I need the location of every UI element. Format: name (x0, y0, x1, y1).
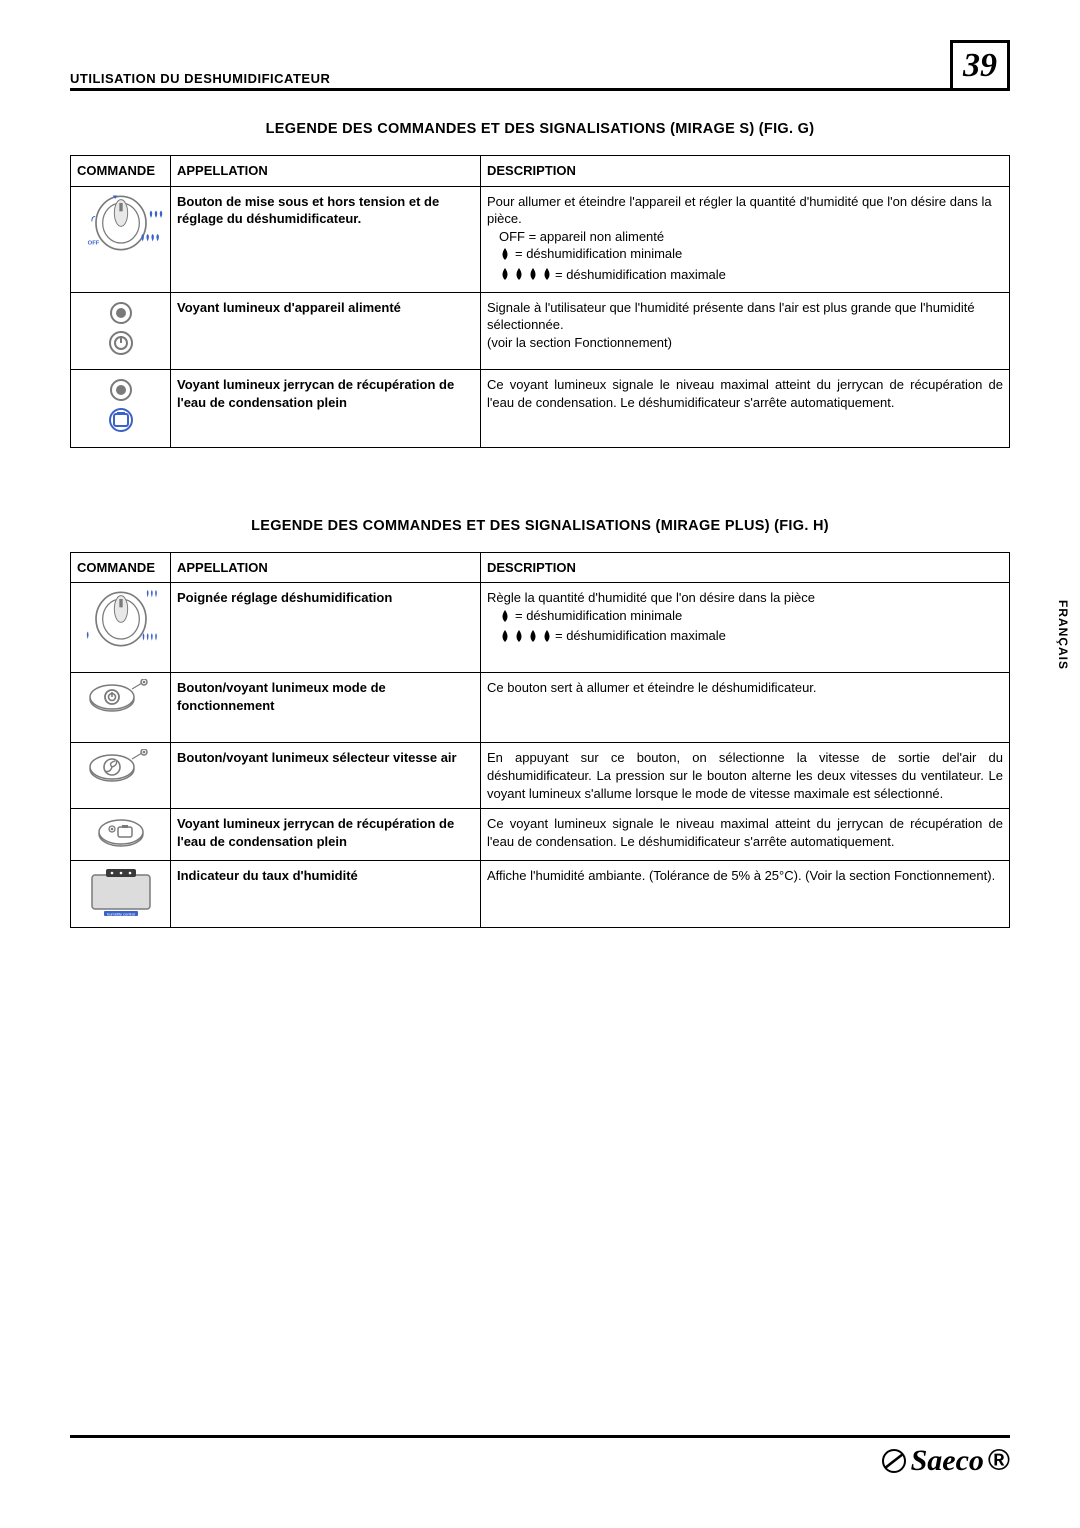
btn-power-icon (71, 673, 171, 743)
display-icon: humidity control (71, 860, 171, 928)
language-tab: FRANÇAIS (1056, 600, 1070, 670)
appellation-text: Bouton de mise sous et hors tension et d… (177, 194, 439, 227)
th-appellation: APPELLATION (171, 156, 481, 187)
appellation-text: Voyant lumineux jerrycan de récupération… (177, 377, 454, 410)
appellation-text: Indicateur du taux d'humidité (177, 868, 358, 883)
btn-fan-icon (71, 743, 171, 809)
appellation-cell: Bouton/voyant lunimeux sélecteur vitesse… (171, 743, 481, 809)
dial-plain-icon (71, 583, 171, 673)
table-row: Voyant lumineux jerrycan de récupération… (71, 370, 1010, 448)
drop-icon (527, 267, 539, 281)
appellation-text: Voyant lumineux d'appareil alimenté (177, 300, 401, 315)
th-commande: COMMANDE (71, 156, 171, 187)
page-number: 39 (950, 40, 1010, 88)
appellation-text: Bouton/voyant lunimeux mode de fonctionn… (177, 680, 386, 713)
description-cell: Ce bouton sert à allumer et éteindre le … (481, 673, 1010, 743)
desc-off: OFF = appareil non alimenté (499, 228, 664, 246)
appellation-cell: Bouton de mise sous et hors tension et d… (171, 186, 481, 292)
tank-led-icon (71, 809, 171, 861)
description-cell: Ce voyant lumineux signale le niveau max… (481, 809, 1010, 861)
table-row: Bouton/voyant lunimeux mode de fonctionn… (71, 673, 1010, 743)
drop-icon (499, 609, 511, 623)
appellation-cell: Voyant lumineux d'appareil alimenté (171, 292, 481, 370)
footer: Saeco® (70, 1435, 1010, 1478)
appellation-cell: Voyant lumineux jerrycan de récupération… (171, 809, 481, 861)
th-description: DESCRIPTION (481, 156, 1010, 187)
svg-text:OFF: OFF (87, 240, 99, 246)
appellation-cell: Voyant lumineux jerrycan de récupération… (171, 370, 481, 448)
appellation-text: Voyant lumineux jerrycan de récupération… (177, 816, 454, 849)
appellation-text: Bouton/voyant lunimeux sélecteur vitesse… (177, 750, 457, 765)
th-description: DESCRIPTION (481, 552, 1010, 583)
drop-icon (499, 247, 511, 261)
brand-reg: ® (988, 1444, 1010, 1478)
desc-max: = déshumidification maximale (499, 627, 726, 645)
drop-icon (513, 267, 525, 281)
table-g-title: LEGENDE DES COMMANDES ET DES SIGNALISATI… (70, 121, 1010, 137)
description-cell: Signale à l'utilisateur que l'humidité p… (481, 292, 1010, 370)
appellation-text: Poignée réglage déshumidification (177, 590, 392, 605)
description-cell: En appuyant sur ce bouton, on sélectionn… (481, 743, 1010, 809)
appellation-cell: Poignée réglage déshumidification (171, 583, 481, 673)
leds-power-icon (71, 292, 171, 370)
appellation-cell: Bouton/voyant lunimeux mode de fonctionn… (171, 673, 481, 743)
desc-line: Règle la quantité d'humidité que l'on dé… (487, 590, 815, 605)
drop-icon (541, 267, 553, 281)
description-cell: Ce voyant lumineux signale le niveau max… (481, 370, 1010, 448)
desc-line: Pour allumer et éteindre l'appareil et r… (487, 194, 992, 227)
brand-icon (881, 1448, 907, 1474)
page: UTILISATION DU DESHUMIDIFICATEUR 39 LEGE… (0, 0, 1080, 1528)
leds-tank-icon (71, 370, 171, 448)
drop-icon (499, 629, 511, 643)
description-cell: Affiche l'humidité ambiante. (Tolérance … (481, 860, 1010, 928)
page-header: UTILISATION DU DESHUMIDIFICATEUR 39 (70, 40, 1010, 91)
table-row: Voyant lumineux d'appareil alimenté Sign… (71, 292, 1010, 370)
dial-off-icon: OFF (71, 186, 171, 292)
description-cell: Règle la quantité d'humidité que l'on dé… (481, 583, 1010, 673)
description-cell: Pour allumer et éteindre l'appareil et r… (481, 186, 1010, 292)
svg-text:humidity control: humidity control (106, 911, 134, 916)
table-g: COMMANDE APPELLATION DESCRIPTION OFF (70, 155, 1010, 448)
table-h-title: LEGENDE DES COMMANDES ET DES SIGNALISATI… (70, 518, 1010, 534)
appellation-cell: Indicateur du taux d'humidité (171, 860, 481, 928)
th-commande: COMMANDE (71, 552, 171, 583)
drop-icon (541, 629, 553, 643)
drop-icon (527, 629, 539, 643)
table-row: Bouton/voyant lunimeux sélecteur vitesse… (71, 743, 1010, 809)
table-row: OFF Bouton d (71, 186, 1010, 292)
table-row: Poignée réglage déshumidification Règle … (71, 583, 1010, 673)
table-header-row: COMMANDE APPELLATION DESCRIPTION (71, 552, 1010, 583)
table-row: humidity control Indicateur du taux d'hu… (71, 860, 1010, 928)
desc-min: = déshumidification minimale (499, 245, 682, 263)
th-appellation: APPELLATION (171, 552, 481, 583)
table-h: COMMANDE APPELLATION DESCRIPTION (70, 552, 1010, 928)
drop-icon (513, 629, 525, 643)
brand-text: Saeco (911, 1444, 984, 1478)
drop-icon (499, 267, 511, 281)
desc-max: = déshumidification maximale (499, 266, 726, 284)
header-section-title: UTILISATION DU DESHUMIDIFICATEUR (70, 71, 330, 86)
table-header-row: COMMANDE APPELLATION DESCRIPTION (71, 156, 1010, 187)
table-row: Voyant lumineux jerrycan de récupération… (71, 809, 1010, 861)
desc-min: = déshumidification minimale (499, 607, 682, 625)
brand-logo: Saeco® (881, 1444, 1010, 1478)
